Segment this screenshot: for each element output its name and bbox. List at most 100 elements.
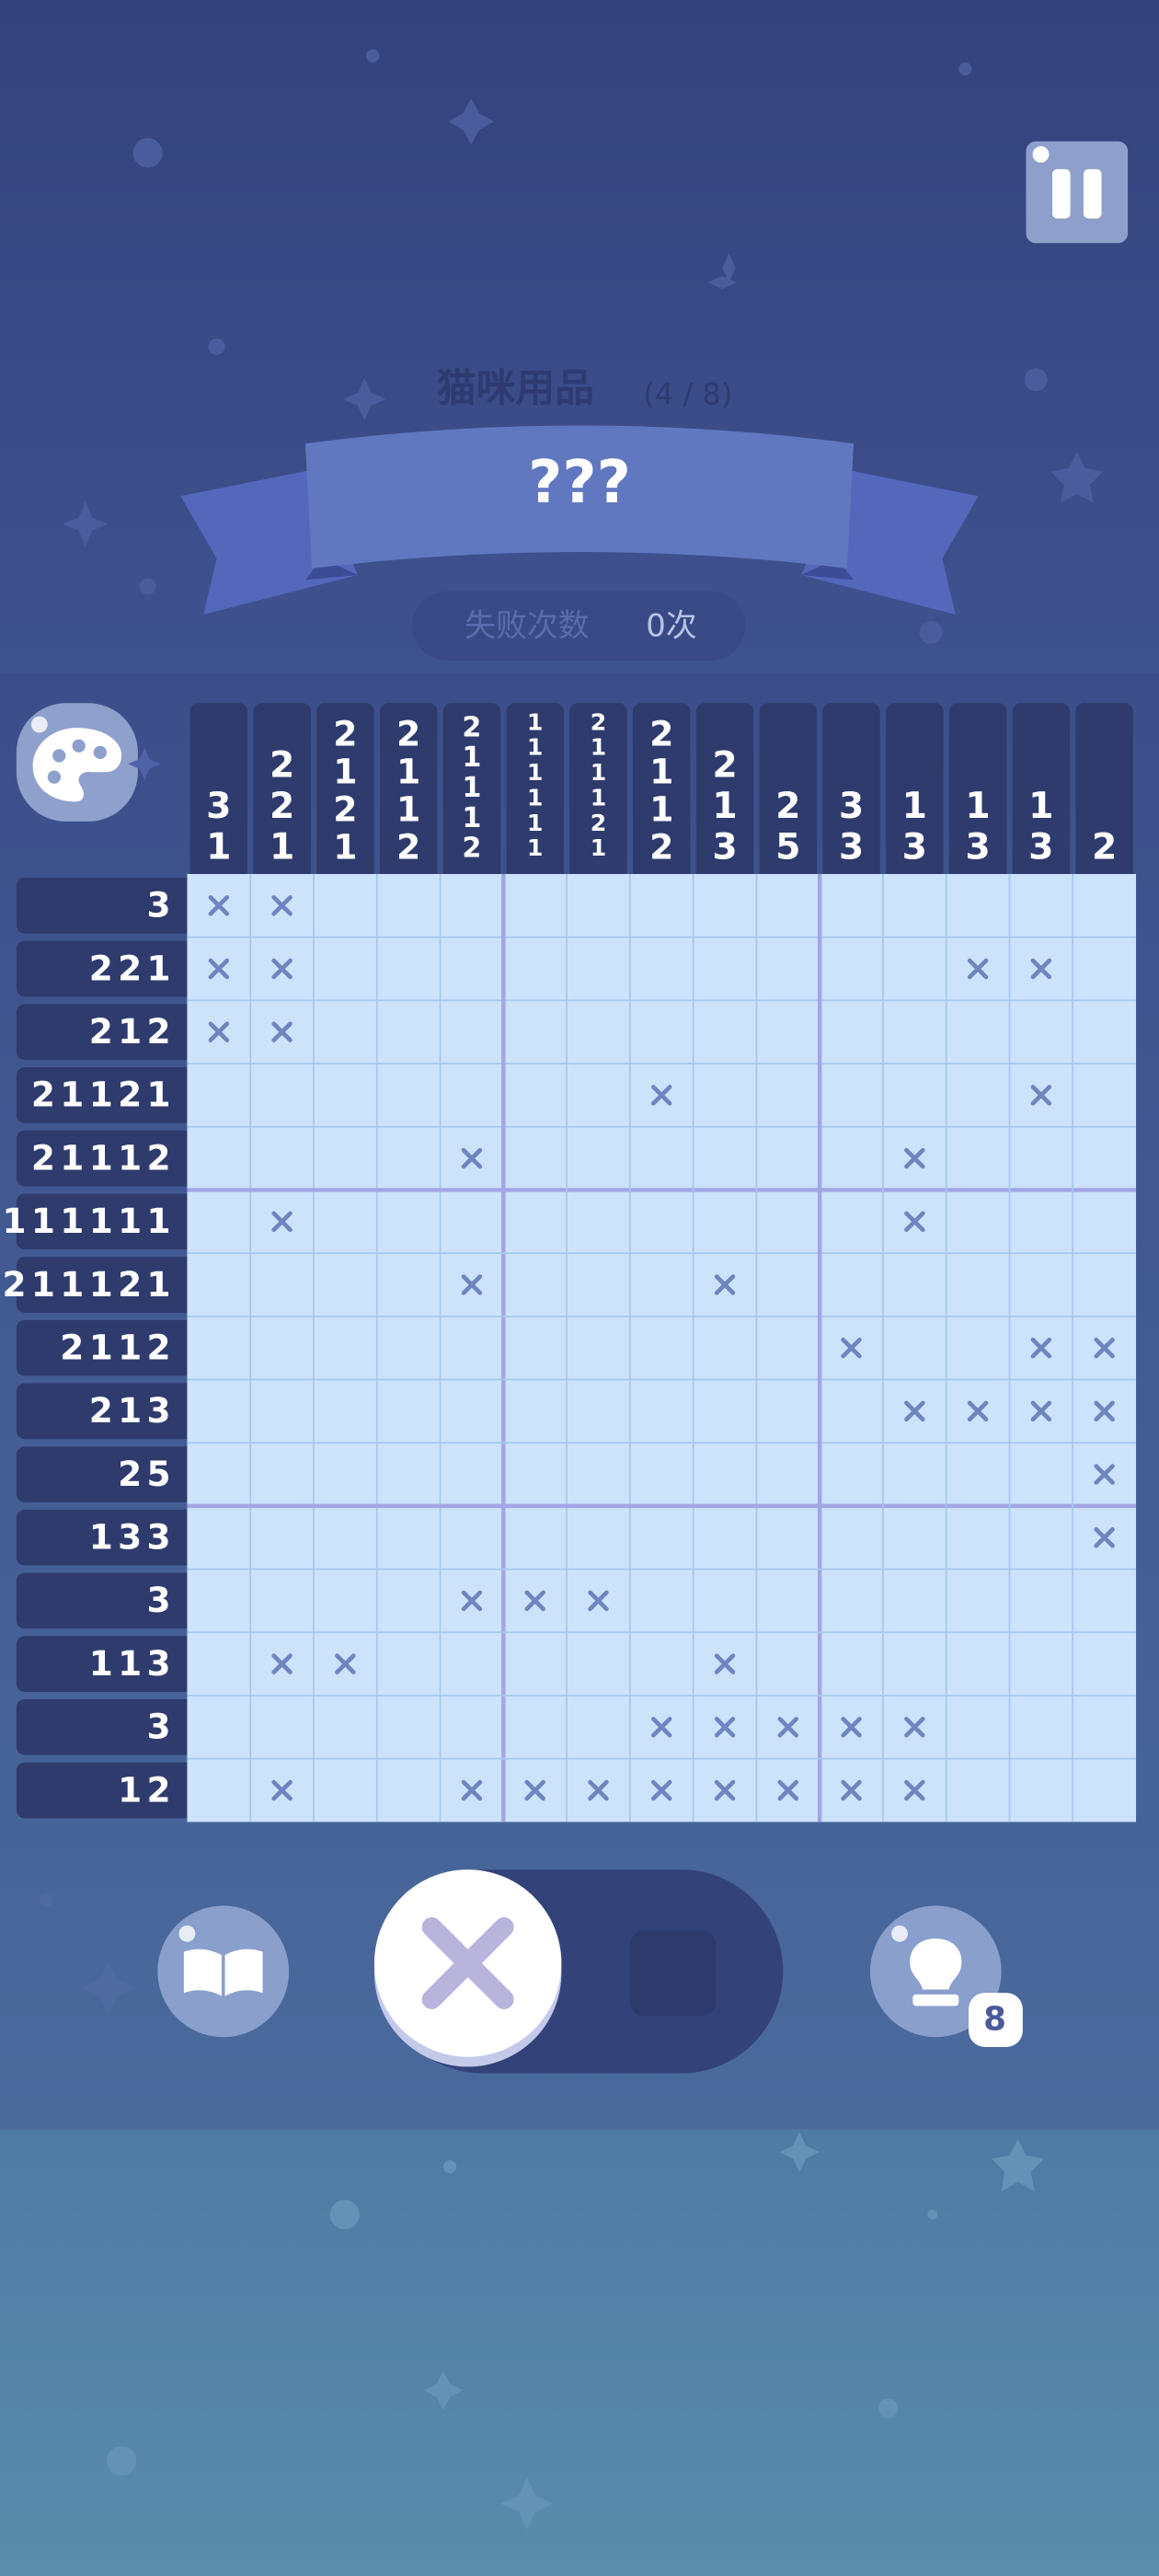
row-clue: 133 — [89, 1517, 176, 1558]
cross-mark — [271, 958, 293, 980]
column-clue-number: 1 — [396, 789, 420, 830]
notebook-button[interactable] — [157, 1905, 290, 2038]
column-clue-tab — [822, 703, 880, 884]
cross-mark — [208, 958, 230, 980]
column-clue-number: 2 — [333, 713, 357, 753]
cross-mark — [967, 958, 989, 980]
cross-mark — [904, 1400, 925, 1422]
row-clue-tab — [16, 1130, 201, 1187]
column-clue-number: 3 — [839, 827, 864, 868]
column-clue-number: 1 — [649, 752, 673, 792]
cross-mark — [777, 1717, 799, 1738]
cross-mark — [650, 1717, 672, 1738]
column-clue-number: 1 — [270, 827, 294, 868]
row-clue-tab — [16, 1319, 201, 1376]
cross-mark — [271, 1021, 293, 1042]
row-clue-tab — [16, 1004, 201, 1061]
row-clue: 212 — [89, 1011, 176, 1052]
cross-mark — [650, 1085, 672, 1106]
column-clue-number: 1 — [527, 708, 544, 735]
cross-mark — [650, 1779, 672, 1801]
column-clue-tab — [189, 703, 248, 884]
cross-mark — [271, 895, 293, 916]
column-clue-number: 1 — [527, 810, 544, 836]
cross-mark — [335, 1653, 356, 1674]
level-progress: (4 / 8) — [643, 376, 732, 411]
row-clue-tab — [16, 1193, 201, 1250]
column-clue-tab — [1012, 703, 1071, 884]
column-clue-number: 1 — [591, 734, 607, 761]
pause-button[interactable] — [1026, 141, 1129, 244]
cross-mark — [461, 1590, 483, 1612]
palette-button[interactable] — [16, 703, 161, 822]
column-clue-number: 2 — [775, 786, 800, 827]
column-clue-number: 2 — [591, 810, 607, 836]
cross-mark — [1030, 1337, 1052, 1359]
column-clue-number: 2 — [591, 708, 607, 735]
cross-mark — [461, 1779, 483, 1801]
row-clue-tab — [16, 1572, 201, 1629]
column-clue-number: 1 — [902, 786, 927, 827]
column-clue-number: 2 — [270, 744, 294, 786]
column-clue-number: 2 — [649, 827, 673, 868]
row-clue-tab — [16, 1698, 201, 1755]
column-clue-number: 1 — [649, 789, 673, 830]
column-clue-number: 3 — [902, 827, 927, 868]
row-clue-tab — [16, 1446, 201, 1502]
cross-mark — [461, 1147, 483, 1169]
cross-mark — [1030, 958, 1052, 980]
column-clue-number: 3 — [839, 786, 864, 827]
row-clue-tab — [16, 1509, 201, 1566]
column-clue-number: 2 — [712, 744, 737, 786]
column-clue-number: 2 — [270, 786, 294, 827]
hint-button[interactable] — [869, 1905, 1023, 2047]
row-clue: 3 — [147, 1580, 176, 1620]
column-clue-number: 1 — [462, 742, 481, 774]
column-clue-number: 1 — [333, 827, 357, 868]
column-clue-number: 3 — [965, 827, 990, 868]
row-clue: 12 — [118, 1769, 176, 1810]
decorations-bottom — [107, 2132, 1045, 2530]
column-clue-number: 1 — [462, 772, 481, 804]
row-clue-tab — [16, 1762, 201, 1819]
column-clue-number: 1 — [527, 784, 544, 811]
mode-toggle[interactable] — [373, 1869, 784, 2074]
column-clue-tab — [379, 703, 438, 884]
row-clue-tab — [16, 1636, 201, 1692]
cross-mark — [841, 1337, 862, 1359]
column-clue-number: 1 — [462, 802, 481, 834]
cross-mark — [588, 1779, 609, 1801]
cross-mark — [841, 1717, 862, 1738]
cross-mark — [461, 1274, 483, 1295]
row-clue: 3 — [147, 885, 176, 926]
cross-mark — [904, 1717, 925, 1738]
cross-mark — [777, 1779, 799, 1801]
column-clue-number: 1 — [527, 759, 544, 786]
row-clue-tab — [16, 1257, 201, 1313]
row-clue: 2112 — [60, 1327, 176, 1367]
column-clue-number: 1 — [591, 784, 607, 811]
column-clue-number: 1 — [591, 759, 607, 786]
puzzle-title: ??? — [528, 448, 631, 517]
column-clue-number: 1 — [206, 827, 231, 868]
grid — [187, 874, 1137, 1823]
column-clue-number: 1 — [396, 752, 420, 792]
row-clue-tab — [16, 940, 201, 997]
row-clue: 111111 — [2, 1201, 176, 1241]
cross-mark — [967, 1400, 989, 1422]
cross-mark — [208, 1021, 230, 1042]
column-clue-number: 2 — [1092, 827, 1117, 868]
row-clue: 213 — [89, 1390, 176, 1431]
hint-count: 8 — [983, 2000, 1006, 2038]
column-clue-tab — [948, 703, 1007, 884]
cross-mark — [714, 1653, 736, 1674]
column-clue-number: 1 — [712, 786, 737, 827]
row-clue: 25 — [118, 1454, 176, 1494]
column-clue-number: 1 — [591, 834, 607, 861]
row-clue-tab — [16, 1067, 201, 1123]
cross-mark — [271, 1779, 293, 1801]
column-clue-number: 3 — [1028, 827, 1053, 868]
category-title: 猫咪用品 — [437, 365, 594, 411]
cross-mark — [208, 895, 230, 916]
